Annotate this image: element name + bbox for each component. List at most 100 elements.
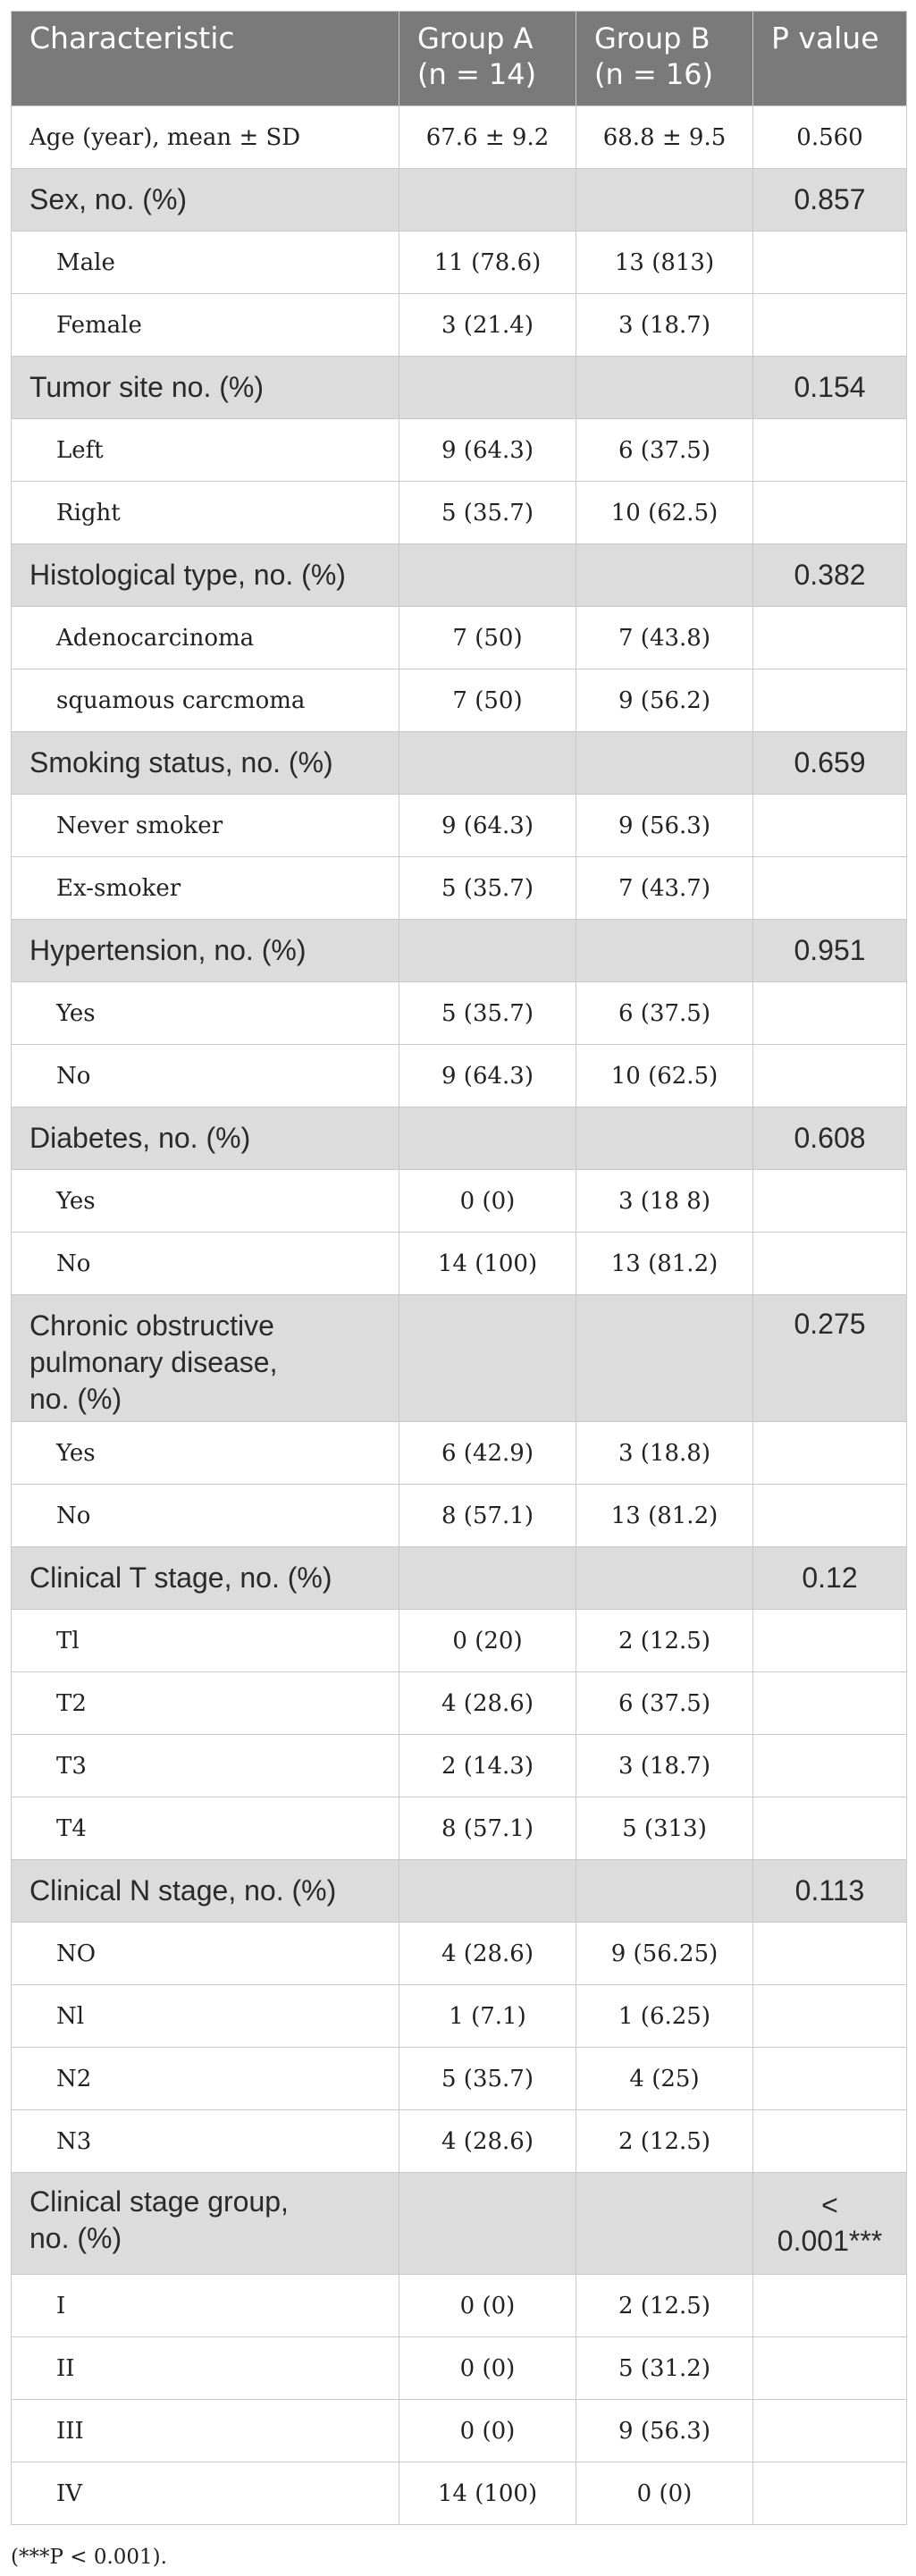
group-b-value: 7 (43.8) [576, 606, 753, 669]
characteristics-table: Characteristic Group A (n = 14) Group B (n… [11, 11, 907, 2525]
table-row: No 8 (57.1) 13 (81.2) [11, 1484, 907, 1547]
group-b-value: 4 (25) [576, 2047, 753, 2110]
table-row: Yes 5 (35.7) 6 (37.5) [11, 981, 907, 1045]
p-value: 0.560 [752, 105, 907, 169]
category-label: Clinical N stage, no. (%) [11, 1859, 399, 1923]
p-value: 0.113 [752, 1859, 907, 1923]
row-label: Tl [11, 1609, 399, 1672]
p-value: 0.154 [752, 356, 907, 419]
row-label: Right [11, 481, 399, 544]
group-a-value: 0 (0) [399, 2336, 576, 2400]
footnote: (***P < 0.001). [11, 2546, 167, 2569]
header-group-a: Group A (n = 14) [399, 11, 576, 106]
p-value: 0.857 [752, 168, 907, 232]
group-b-value: 9 (56.25) [576, 1922, 753, 1985]
table-row: Female 3 (21.4) 3 (18.7) [11, 293, 907, 357]
row-label: T4 [11, 1797, 399, 1860]
table-row: Yes 6 (42.9) 3 (18.8) [11, 1421, 907, 1485]
row-label: Never smoker [11, 794, 399, 857]
category-row: Tumor site no. (%) 0.154 [11, 356, 907, 419]
category-row: Histological type, no. (%) 0.382 [11, 543, 907, 607]
row-label: No [11, 1044, 399, 1107]
row-label: Yes [11, 981, 399, 1045]
table-row: N3 4 (28.6) 2 (12.5) [11, 2109, 907, 2173]
group-b-value: 7 (43.7) [576, 856, 753, 920]
row-label: I [11, 2274, 399, 2337]
table-row: Left 9 (64.3) 6 (37.5) [11, 418, 907, 482]
p-value: 0.659 [752, 731, 907, 795]
group-b-value: 2 (12.5) [576, 1609, 753, 1672]
group-a-value: 2 (14.3) [399, 1734, 576, 1797]
p-value: 0.382 [752, 543, 907, 607]
row-label: IV [11, 2462, 399, 2525]
group-b-value: 5 (31.2) [576, 2336, 753, 2400]
row-label: Nl [11, 1984, 399, 2048]
category-label: Clinical stage group, no. (%) [11, 2172, 399, 2275]
p-value: 0.12 [752, 1546, 907, 1610]
table-row: II 0 (0) 5 (31.2) [11, 2336, 907, 2400]
row-label: N2 [11, 2047, 399, 2110]
table-row: N2 5 (35.7) 4 (25) [11, 2047, 907, 2110]
category-label: Smoking status, no. (%) [11, 731, 399, 795]
table-row: Nl 1 (7.1) 1 (6.25) [11, 1984, 907, 2048]
group-a-value: 0 (0) [399, 2399, 576, 2462]
group-a-value: 4 (28.6) [399, 1671, 576, 1735]
category-row: Clinical T stage, no. (%) 0.12 [11, 1546, 907, 1610]
group-a-value: 4 (28.6) [399, 2109, 576, 2173]
table-row: No 14 (100) 13 (81.2) [11, 1232, 907, 1295]
group-b-value: 6 (37.5) [576, 418, 753, 482]
group-a-value: 4 (28.6) [399, 1922, 576, 1985]
group-b-value: 9 (56.3) [576, 794, 753, 857]
row-label: II [11, 2336, 399, 2400]
group-b-value: 3 (18.8) [576, 1421, 753, 1485]
header-group-b: Group B (n = 16) [576, 11, 753, 106]
group-a-value: 67.6 ± 9.2 [399, 105, 576, 169]
row-label: squamous carcmoma [11, 669, 399, 732]
group-a-value: 6 (42.9) [399, 1421, 576, 1485]
row-label: T2 [11, 1671, 399, 1735]
group-b-value: 3 (18.7) [576, 1734, 753, 1797]
row-label: Yes [11, 1169, 399, 1233]
group-a-value: 14 (100) [399, 1232, 576, 1295]
table-row: Adenocarcinoma 7 (50) 7 (43.8) [11, 606, 907, 669]
group-b-value: 0 (0) [576, 2462, 753, 2525]
group-a-value: 1 (7.1) [399, 1984, 576, 2048]
category-label: Chronic obstructive pulmonary disease, no.… [11, 1294, 399, 1422]
group-b-value: 2 (12.5) [576, 2109, 753, 2173]
header-characteristic: Characteristic [11, 11, 399, 106]
row-label: No [11, 1484, 399, 1547]
table-row: Male 11 (78.6) 13 (813) [11, 231, 907, 294]
row-label: Adenocarcinoma [11, 606, 399, 669]
group-a-value: 7 (50) [399, 606, 576, 669]
group-a-value: 0 (20) [399, 1609, 576, 1672]
category-row: Diabetes, no. (%) 0.608 [11, 1107, 907, 1170]
group-b-value: 6 (37.5) [576, 1671, 753, 1735]
group-b-value: 5 (313) [576, 1797, 753, 1860]
group-a-value: 5 (35.7) [399, 981, 576, 1045]
table-row: Tl 0 (20) 2 (12.5) [11, 1609, 907, 1672]
table-row: Age (year), mean ± SD 67.6 ± 9.2 68.8 ± … [11, 105, 907, 169]
table-row: No 9 (64.3) 10 (62.5) [11, 1044, 907, 1107]
category-row: Smoking status, no. (%) 0.659 [11, 731, 907, 795]
category-label: Sex, no. (%) [11, 168, 399, 232]
group-a-value: 9 (64.3) [399, 794, 576, 857]
table-row: NO 4 (28.6) 9 (56.25) [11, 1922, 907, 1985]
p-value: <0.001*** [752, 2172, 907, 2275]
category-label: Histological type, no. (%) [11, 543, 399, 607]
row-label: Female [11, 293, 399, 357]
row-label: T3 [11, 1734, 399, 1797]
group-b-value: 6 (37.5) [576, 981, 753, 1045]
row-label: Age (year), mean ± SD [11, 105, 399, 169]
group-a-value: 3 (21.4) [399, 293, 576, 357]
row-label: Yes [11, 1421, 399, 1485]
group-b-value: 13 (81.2) [576, 1232, 753, 1295]
row-label: Ex-smoker [11, 856, 399, 920]
table-row: Ex-smoker 5 (35.7) 7 (43.7) [11, 856, 907, 920]
category-label: Tumor site no. (%) [11, 356, 399, 419]
group-b-value: 68.8 ± 9.5 [576, 105, 753, 169]
category-label: Diabetes, no. (%) [11, 1107, 399, 1170]
group-a-value: 7 (50) [399, 669, 576, 732]
row-label: Male [11, 231, 399, 294]
table-row: IV 14 (100) 0 (0) [11, 2462, 907, 2525]
group-b-value: 10 (62.5) [576, 1044, 753, 1107]
